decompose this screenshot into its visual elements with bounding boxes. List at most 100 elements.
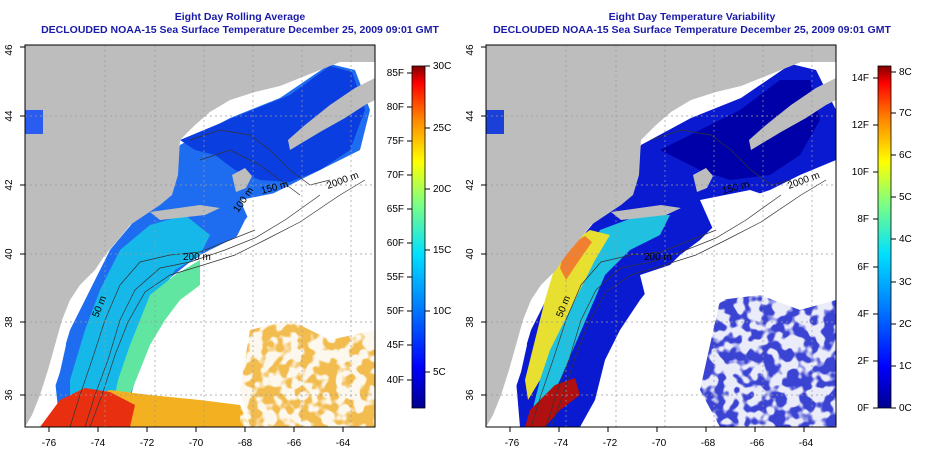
right-cbar-c-label: 7C [899, 108, 912, 119]
left-lat-tick: 36 [4, 389, 15, 401]
right-var-shelf-yellow [525, 230, 610, 400]
left-title-line2: DECLOUDED NOAA-15 Sea Surface Temperatur… [41, 24, 439, 36]
left-cbar-f-label: 60F [387, 238, 404, 249]
right-lon-tick: -66 [750, 438, 765, 449]
right-chesapeake [511, 330, 527, 390]
right-lat-tick: 46 [465, 44, 476, 56]
left-sst-gulf-of-maine [180, 66, 365, 182]
right-lat-tick: 40 [465, 248, 476, 260]
left-map-border [24, 44, 376, 428]
left-lat-tick: 44 [4, 110, 15, 122]
left-cbar-c-label: 20C [433, 184, 451, 195]
left-cbar-f-label: 85F [387, 68, 404, 79]
left-cbar-f-label: 40F [387, 375, 404, 386]
left-sst-warm-core [40, 388, 135, 427]
left-cbar-f-label: 65F [387, 204, 404, 215]
right-lat-tick: 36 [465, 389, 476, 401]
left-cloud-mask [240, 300, 375, 427]
right-lon-tick: -64 [799, 438, 814, 449]
right-lon-tick: -76 [505, 438, 520, 449]
right-map-border [485, 44, 837, 428]
right-grid [486, 45, 836, 427]
left-lat-tick: 42 [4, 179, 15, 191]
right-colorbar: 14F 12F 10F 8F 6F 4F 2F 0F 8C 7C 6C 5C 4… [852, 65, 912, 414]
left-colorbar: 85F 80F 75F 70F 65F 60F 55F 50F 45F 40F … [387, 61, 451, 409]
right-cbar-c-label: 1C [899, 361, 912, 372]
right-cape-cod [693, 168, 713, 192]
right-lat-tick: 42 [465, 179, 476, 191]
right-cbar-f-label: 0F [857, 403, 869, 414]
left-cbar-c-label: 10C [433, 306, 451, 317]
left-lon-tick: -72 [140, 438, 155, 449]
left-lat-tick: 46 [4, 44, 15, 56]
left-lon-tick: -76 [42, 438, 57, 449]
left-cbar-c-label: 30C [433, 61, 451, 72]
right-nova-scotia [749, 78, 836, 150]
left-cbar-f-label: 75F [387, 136, 404, 147]
left-cbar-c-label: 25C [433, 123, 451, 134]
right-map: 50 m 200 m 150 m 2000 m -76 -74 -72 -70 … [465, 44, 912, 449]
left-lon-tick: -68 [238, 438, 253, 449]
right-cbar-f-label: 2F [857, 356, 869, 367]
right-x-axis: -76 -74 -72 -70 -68 -66 -64 [505, 427, 814, 449]
right-white-gap [640, 255, 735, 320]
right-long-island [611, 205, 681, 220]
right-title: Eight Day Temperature Variability DECLOU… [452, 11, 932, 37]
left-nova-scotia [288, 78, 375, 150]
right-lon-tick: -72 [603, 438, 618, 449]
left-lat-tick: 38 [4, 316, 15, 328]
right-land [486, 45, 836, 427]
left-cbar-f-label: 45F [387, 340, 404, 351]
right-cbar-c-label: 5C [899, 192, 912, 203]
left-map: 50 m 200 m 150 m 2000 m 100 m -76 -74 -7… [4, 44, 451, 449]
left-lon-tick: -74 [91, 438, 106, 449]
left-white-gap-2 [240, 190, 330, 260]
right-cbar-c-label: 0C [899, 403, 912, 414]
left-land [25, 45, 375, 427]
right-cbar-c-label: 8C [899, 67, 912, 78]
left-cbar-c-label: 15C [433, 245, 451, 256]
right-cbar-f-label: 8F [857, 214, 869, 225]
right-cbar-f-label: 10F [852, 167, 869, 178]
left-cape-cod [232, 168, 252, 192]
right-cbar-c-label: 6C [899, 150, 912, 161]
right-white-gap-2 [700, 190, 790, 260]
left-cbar-f-label: 50F [387, 306, 404, 317]
right-lon-tick: -70 [652, 438, 667, 449]
right-contour-label-200: 200 m [644, 252, 672, 263]
left-title-line1: Eight Day Rolling Average [174, 11, 306, 23]
left-contour-label-200: 200 m [183, 252, 211, 263]
left-lat-tick: 40 [4, 248, 15, 260]
left-gulf-st-lawrence [25, 110, 43, 134]
left-chesapeake [50, 330, 66, 390]
right-title-line2: DECLOUDED NOAA-15 Sea Surface Temperatur… [493, 24, 891, 36]
right-cbar-c-label: 4C [899, 234, 912, 245]
right-cbar-c-label: 3C [899, 277, 912, 288]
left-lon-tick: -64 [336, 438, 351, 449]
left-lon-tick: -66 [287, 438, 302, 449]
right-title-line1: Eight Day Temperature Variability [608, 11, 776, 23]
left-cbar-f-label: 55F [387, 272, 404, 283]
right-lat-tick: 44 [465, 110, 476, 122]
right-cbar-f-label: 6F [857, 262, 869, 273]
right-lon-tick: -68 [701, 438, 716, 449]
left-cbar-c-label: 5C [433, 367, 446, 378]
right-lat-tick: 38 [465, 316, 476, 328]
left-cbar-f-label: 70F [387, 170, 404, 181]
left-cbar-f-label: 80F [387, 102, 404, 113]
left-grid [25, 45, 375, 427]
right-lon-tick: -74 [554, 438, 569, 449]
right-cbar-c-label: 2C [899, 319, 912, 330]
right-cbar-f-label: 12F [852, 120, 869, 131]
left-white-gap [200, 235, 270, 300]
right-y-axis: 36 38 40 42 44 46 [465, 44, 486, 401]
left-y-axis: 36 38 40 42 44 46 [4, 44, 25, 401]
right-contours [530, 129, 827, 427]
right-gulf-st-lawrence [486, 110, 504, 134]
right-cbar-f-label: 14F [852, 73, 869, 84]
left-x-axis: -76 -74 -72 -70 -68 -66 -64 [42, 427, 351, 449]
right-cbar-f-label: 4F [857, 309, 869, 320]
right-cloud-mask [700, 290, 836, 427]
right-var-gulf [660, 80, 820, 180]
